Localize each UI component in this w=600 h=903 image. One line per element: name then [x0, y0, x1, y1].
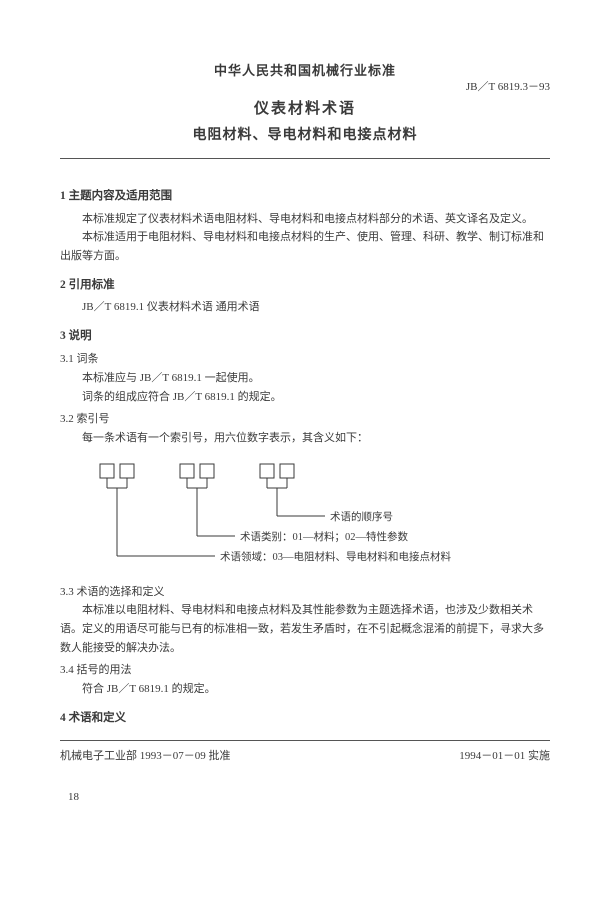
standard-code: JB／T 6819.3－93: [466, 78, 550, 94]
effective-text: 1994－01－01 实施: [459, 747, 550, 763]
doc-subtitle: 电阻材料、导电材料和电接点材料: [60, 124, 550, 144]
standard-org: 中华人民共和国机械行业标准: [60, 60, 550, 79]
section-3-3-p1: 本标准以电阻材料、导电材料和电接点材料及其性能参数为主题选择术语，也涉及少数相关…: [60, 601, 550, 657]
section-2-p1: JB／T 6819.1 仪表材料术语 通用术语: [60, 298, 550, 317]
index-diagram: 术语的顺序号 术语类别：01—材料；02—特性参数 术语领域：03—电阻材料、导…: [90, 458, 550, 575]
diagram-label-3: 术语领域：03—电阻材料、导电材料和电接点材料: [220, 550, 451, 563]
section-2-head: 2 引用标准: [60, 276, 550, 296]
page-number: 18: [68, 791, 550, 803]
section-1-head: 1 主题内容及适用范围: [60, 187, 550, 207]
section-3-1-p2: 词条的组成应符合 JB／T 6819.1 的规定。: [60, 388, 550, 407]
section-3-1-p1: 本标准应与 JB／T 6819.1 一起使用。: [60, 369, 550, 388]
approval-text: 机械电子工业部 1993－07－09 批准: [60, 747, 231, 763]
divider-bottom: [60, 740, 550, 741]
diagram-label-2: 术语类别：01—材料；02—特性参数: [240, 530, 408, 543]
divider-top: [60, 158, 550, 159]
section-3-4-p1: 符合 JB／T 6819.1 的规定。: [60, 680, 550, 699]
section-4-head: 4 术语和定义: [60, 709, 550, 729]
section-3-2-p1: 每一条术语有一个索引号，用六位数字表示，其含义如下：: [60, 429, 550, 448]
section-3-4-head: 3.4 括号的用法: [60, 661, 550, 680]
section-3-head: 3 说明: [60, 327, 550, 347]
diagram-label-1: 术语的顺序号: [330, 510, 393, 523]
section-1-p2: 本标准适用于电阻材料、导电材料和电接点材料的生产、使用、管理、科研、教学、制订标…: [60, 228, 550, 265]
section-3-2-head: 3.2 索引号: [60, 410, 550, 429]
doc-title: 仪表材料术语: [60, 97, 550, 118]
section-3-3-head: 3.3 术语的选择和定义: [60, 583, 550, 602]
section-1-p1: 本标准规定了仪表材料术语电阻材料、导电材料和电接点材料部分的术语、英文译名及定义…: [60, 210, 550, 229]
section-3-1-head: 3.1 词条: [60, 350, 550, 369]
